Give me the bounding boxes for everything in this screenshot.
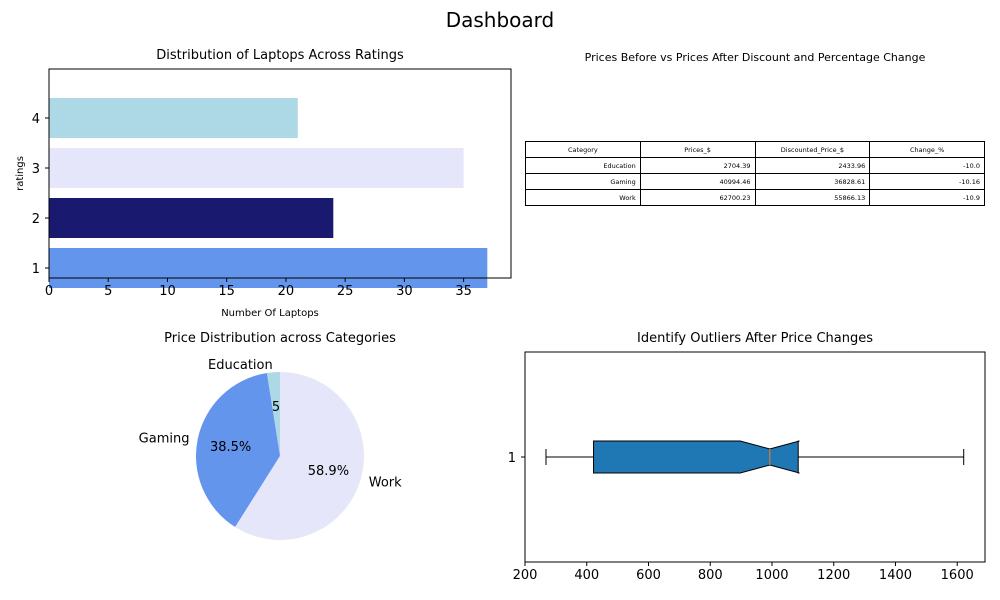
x-tick-label: 400: [574, 568, 599, 583]
pie-slice-work: [235, 372, 365, 540]
bar-rating-2: [49, 198, 334, 238]
bar-rating-1: [49, 248, 488, 288]
notched-box: [593, 440, 800, 474]
table-title: Prices Before vs Prices After Discount a…: [584, 51, 926, 64]
pie-slice-education: [266, 372, 280, 456]
bar-chart-title: Distribution of Laptops Across Ratings: [156, 48, 404, 63]
table-row: Work 62700.23 55866.13 -10.9: [525, 189, 985, 206]
pie-percent-gaming: 38.5%: [210, 440, 251, 455]
pie-label-gaming: Gaming: [139, 431, 190, 446]
y-tick-label: 4: [32, 112, 40, 127]
x-tick-label: 5: [104, 284, 112, 299]
table-cell: 55866.13: [754, 189, 871, 206]
box-plot-title: Identify Outliers After Price Changes: [637, 331, 873, 346]
x-tick-label: 1400: [879, 568, 912, 583]
bar-rating-3: [49, 148, 464, 188]
x-tick-label: 30: [396, 284, 413, 299]
x-tick-label: 20: [278, 284, 295, 299]
y-tick-label: 2: [32, 212, 40, 227]
x-tick-label: 35: [455, 284, 472, 299]
pie-label-work: Work: [369, 476, 402, 491]
bar-plot-frame: [48, 68, 512, 279]
y-axis-label: ratings: [15, 156, 26, 191]
price-comparison-table: Category Prices_$ Discounted_Price_$ Cha…: [525, 141, 985, 206]
pie-percent-work: 58.9%: [308, 464, 349, 479]
x-tick-label: 1600: [941, 568, 974, 583]
x-tick-label: 1000: [755, 568, 788, 583]
price-comparison-table-panel: Category Prices_$ Discounted_Price_$ Cha…: [525, 141, 985, 206]
table-row: Gaming 40994.46 36828.61 -10.16: [525, 173, 985, 190]
x-tick-label: 1200: [817, 568, 850, 583]
x-tick-label: 15: [218, 284, 235, 299]
dashboard-title: Dashboard: [445, 8, 555, 32]
table-cell: Work: [525, 189, 641, 206]
x-tick-label: 800: [698, 568, 723, 583]
y-tick-label: 1: [32, 262, 40, 277]
x-axis-label: Number Of Laptops: [221, 308, 319, 319]
y-tick-label: 1: [508, 451, 516, 466]
x-tick-label: 600: [636, 568, 661, 583]
bar-rating-4: [49, 98, 298, 138]
x-tick-label: 25: [337, 284, 354, 299]
pie-slice-gaming: [196, 373, 280, 528]
x-tick-label: 0: [45, 284, 53, 299]
table-cell: -10.9: [869, 189, 985, 206]
pie-chart-title: Price Distribution across Categories: [164, 331, 396, 346]
y-tick-label: 3: [32, 162, 40, 177]
x-tick-label: 200: [513, 568, 538, 583]
pie-label-education: Education: [208, 358, 273, 373]
x-tick-label: 10: [159, 284, 176, 299]
